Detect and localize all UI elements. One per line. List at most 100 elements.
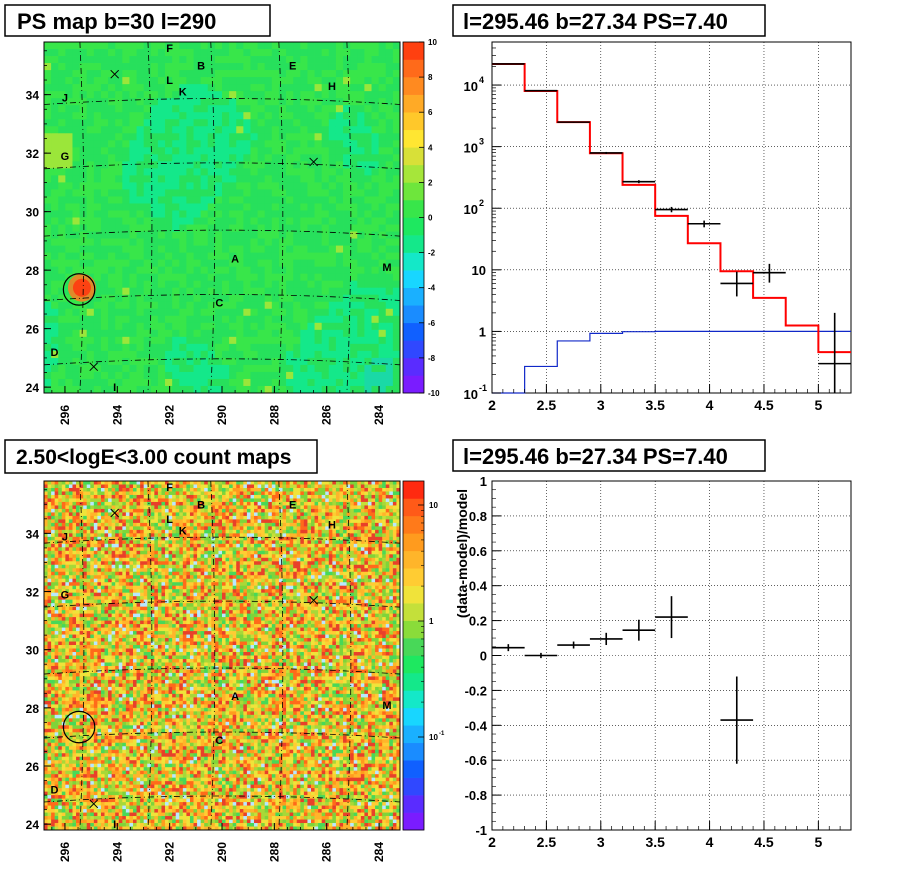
map-pixel <box>90 763 95 768</box>
map-pixel <box>61 679 66 684</box>
map-pixel <box>108 652 113 656</box>
map-pixel <box>76 777 80 782</box>
map-pixel <box>314 350 323 359</box>
map-pixel <box>115 760 120 765</box>
map-pixel <box>193 245 202 253</box>
map-pixel <box>115 105 123 113</box>
map-pixel <box>54 624 59 628</box>
map-pixel <box>44 795 48 799</box>
map-pixel <box>136 364 145 373</box>
map-pixel <box>293 294 301 303</box>
map-pixel <box>61 669 66 674</box>
map-pixel <box>76 679 80 684</box>
map-pixel <box>111 763 116 768</box>
map-pixel <box>193 175 202 183</box>
map-pixel <box>61 795 66 799</box>
map-pixel <box>172 140 180 148</box>
map-pixel <box>58 301 66 310</box>
map-pixel <box>157 301 166 310</box>
map-pixel <box>214 364 223 373</box>
map-pixel <box>51 210 59 218</box>
map-pixel <box>72 505 77 510</box>
map-pixel <box>79 746 84 751</box>
map-pixel <box>97 788 102 793</box>
map-pixel <box>65 494 70 499</box>
map-pixel <box>300 273 308 282</box>
map-pixel <box>68 561 73 566</box>
map-pixel <box>314 245 323 253</box>
map-pixel <box>58 620 63 625</box>
map-pixel <box>150 308 159 317</box>
map-pixel <box>236 231 244 239</box>
map-pixel <box>44 371 52 380</box>
map-pixel <box>314 189 323 197</box>
map-pixel <box>350 315 358 324</box>
map-pixel <box>86 760 91 765</box>
map-pixel <box>118 526 123 531</box>
map-pixel <box>214 126 223 134</box>
map-pixel <box>44 578 48 583</box>
map-pixel <box>68 732 73 737</box>
map-pixel <box>165 91 173 99</box>
map-pixel <box>65 665 70 670</box>
map-pixel <box>65 592 70 597</box>
map-pixel <box>86 655 91 660</box>
map-pixel <box>307 294 315 303</box>
map-pixel <box>136 350 145 359</box>
map-pixel <box>104 561 109 566</box>
map-pixel <box>243 98 251 106</box>
map-pixel <box>257 63 266 71</box>
map-pixel <box>79 161 88 169</box>
map-pixel <box>378 315 387 324</box>
map-pixel <box>54 610 59 615</box>
map-pixel <box>65 788 70 793</box>
map-pixel <box>314 182 323 190</box>
map-pixel <box>129 119 137 127</box>
map-pixel <box>193 238 202 246</box>
map-pixel <box>335 224 344 232</box>
map-pixel <box>54 536 59 541</box>
map-pixel <box>243 350 251 359</box>
map-pixel <box>65 203 73 211</box>
map-pixel <box>214 217 223 225</box>
map-pixel <box>51 529 56 534</box>
map-pixel <box>90 529 95 534</box>
map-pixel <box>51 294 59 303</box>
map-pixel <box>68 770 73 775</box>
map-pixel <box>200 154 209 162</box>
map-pixel <box>97 662 102 667</box>
map-pixel <box>321 112 330 120</box>
map-pixel <box>61 805 66 810</box>
map-pixel <box>179 196 187 204</box>
map-pixel <box>328 357 337 366</box>
map-pixel <box>97 571 102 576</box>
map-pixel <box>79 561 84 566</box>
map-pixel <box>51 175 59 183</box>
map-pixel <box>68 638 73 642</box>
map-pixel <box>143 105 152 113</box>
graticule-meridian <box>346 41 352 394</box>
map-pixel <box>378 287 387 296</box>
map-pixel <box>93 672 98 677</box>
map-pixel <box>61 823 66 827</box>
map-pixel <box>222 42 230 50</box>
map-pixel <box>93 547 98 552</box>
map-pixel <box>250 322 258 331</box>
map-pixel <box>371 294 380 303</box>
map-pixel <box>44 826 48 831</box>
map-pixel <box>51 364 59 373</box>
map-pixel <box>44 98 52 106</box>
map-pixel <box>328 371 337 380</box>
map-pixel <box>72 826 77 831</box>
map-pixel <box>222 126 230 134</box>
map-pixel <box>157 112 166 120</box>
map-pixel <box>278 42 287 50</box>
map-pixel <box>54 571 59 576</box>
map-pixel <box>335 91 344 99</box>
map-pixel <box>79 245 88 253</box>
map-pixel <box>108 154 116 162</box>
map-pixel <box>79 693 84 698</box>
map-pixel <box>72 627 77 632</box>
map-pixel <box>93 711 98 716</box>
map-pixel <box>115 70 123 78</box>
